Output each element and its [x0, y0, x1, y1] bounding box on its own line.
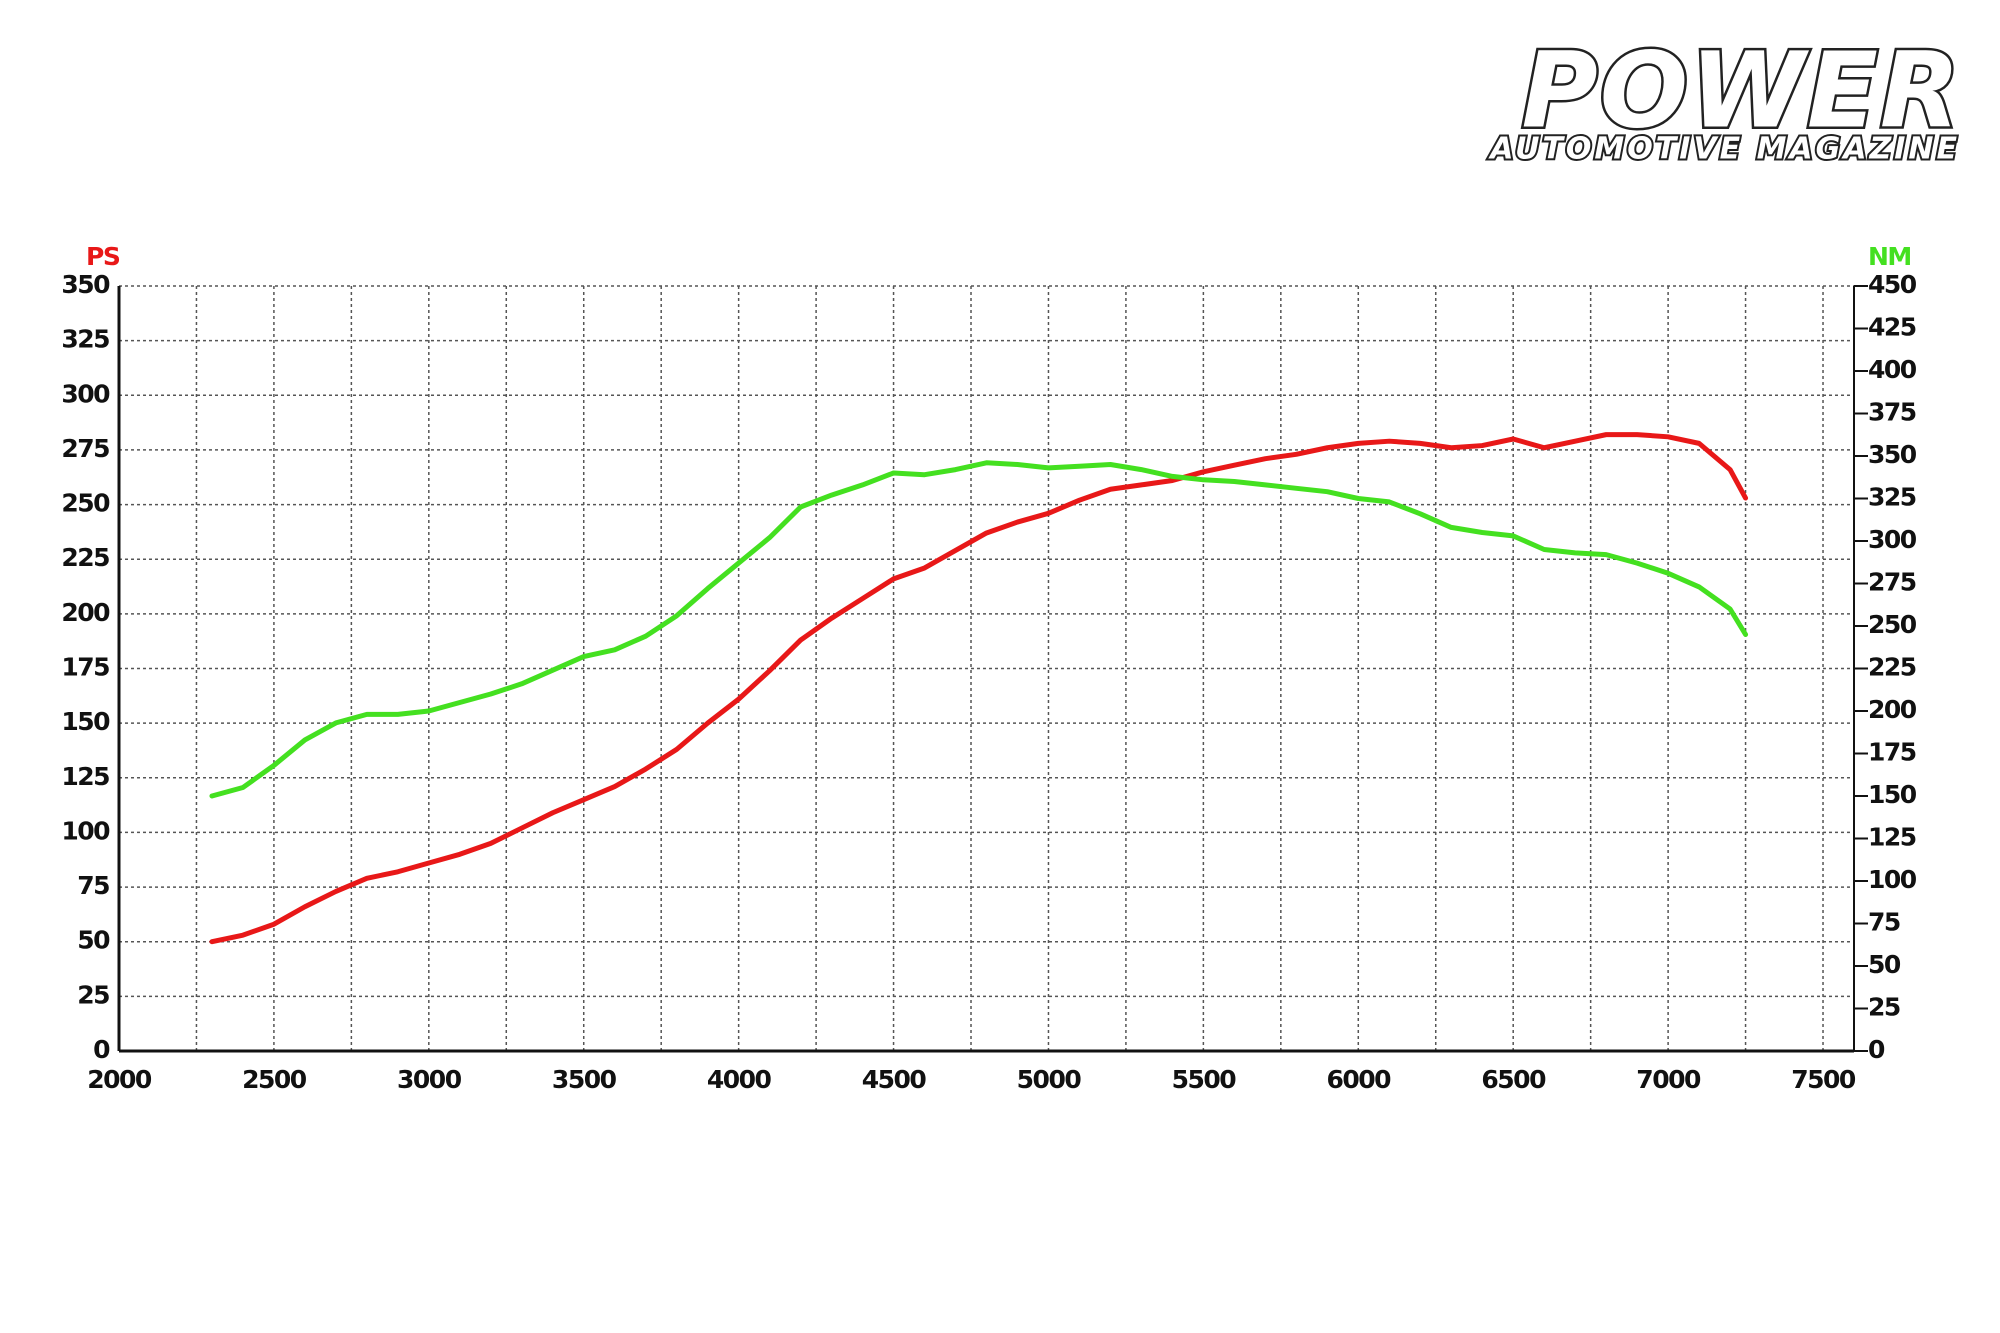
brand-tagline: AUTOMOTIVE MAGAZINE	[1488, 132, 1960, 167]
y-tick-label: 225	[61, 543, 109, 572]
x-tick-label: 7000	[1636, 1065, 1701, 1094]
series-line	[209, 460, 1749, 799]
y-tick-label: 200	[61, 598, 110, 627]
x-tick-label: 5000	[1017, 1065, 1082, 1094]
y-tick-label: 275	[61, 434, 109, 463]
y2-tick-label: 200	[1868, 695, 1917, 724]
x-tick-label: 6500	[1481, 1065, 1546, 1094]
y-tick-label: 25	[77, 980, 109, 1009]
x-tick-label: 6000	[1326, 1065, 1391, 1094]
y2-tick-label: 100	[1868, 865, 1917, 894]
y2-tick-label: 375	[1868, 398, 1916, 427]
y-tick-label: 325	[61, 325, 109, 354]
y-tick-label: 350	[61, 270, 110, 299]
y2-tick-label: 0	[1868, 1035, 1885, 1064]
y-tick-label: 75	[77, 871, 109, 900]
x-tick-label: 2000	[87, 1065, 152, 1094]
series-line	[209, 432, 1749, 945]
y-tick-label: 100	[61, 816, 110, 845]
y2-tick-label: 350	[1868, 440, 1917, 469]
y2-tick-label: 300	[1868, 525, 1917, 554]
y2-tick-label: 25	[1868, 993, 1900, 1022]
x-tick-label: 4000	[707, 1065, 772, 1094]
x-tick-label: 3000	[397, 1065, 462, 1094]
y2-tick-label: 125	[1868, 823, 1916, 852]
brand-name: POWER	[1522, 29, 1962, 151]
y2-axis-label: NM	[1868, 242, 1911, 271]
x-tick-label: 7500	[1791, 1065, 1856, 1094]
y-tick-label: 250	[61, 489, 110, 518]
x-tick-label: 5500	[1172, 1065, 1237, 1094]
y2-tick-label: 50	[1868, 950, 1901, 979]
y-tick-label: 50	[77, 926, 110, 955]
x-tick-label: 2500	[242, 1065, 307, 1094]
x-tick-label: 4500	[862, 1065, 927, 1094]
y-tick-label: 175	[61, 653, 109, 682]
y2-tick-label: 150	[1868, 780, 1917, 809]
y-tick-label: 150	[61, 707, 110, 736]
y-tick-label: 300	[61, 379, 110, 408]
y2-tick-label: 225	[1868, 653, 1916, 682]
x-tick-label: 3500	[552, 1065, 617, 1094]
y2-tick-label: 75	[1868, 908, 1900, 937]
y2-tick-label: 175	[1868, 738, 1916, 767]
y-axis-label: PS	[86, 242, 120, 271]
y2-tick-label: 400	[1868, 355, 1917, 384]
y2-tick-label: 275	[1868, 568, 1916, 597]
y-tick-label: 125	[61, 762, 109, 791]
y-tick-label: 0	[93, 1035, 110, 1064]
y2-tick-label: 250	[1868, 610, 1917, 639]
y2-tick-label: 325	[1868, 483, 1916, 512]
y2-tick-label: 450	[1868, 270, 1917, 299]
y2-tick-label: 425	[1868, 313, 1916, 342]
